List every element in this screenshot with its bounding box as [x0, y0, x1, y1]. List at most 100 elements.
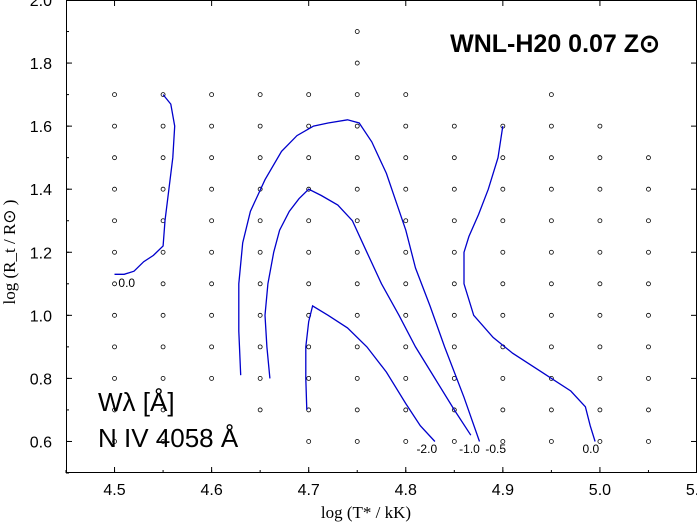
grid-point — [257, 407, 263, 413]
grid-point — [354, 375, 360, 381]
grid-point — [209, 123, 215, 129]
grid-point — [403, 312, 409, 318]
grid-point — [354, 186, 360, 192]
grid-point — [209, 155, 215, 161]
ticks-layer: 4.5 4.6 4.7 4.8 4.9 5.0 5.1 0.6 0.8 1.0 1.2 1.4 1.6 1… — [30, 0, 697, 499]
grid-point — [403, 407, 409, 413]
grid-point — [112, 186, 117, 192]
x-tick-label: 5.1 — [686, 482, 697, 499]
grid-point — [548, 281, 554, 287]
grid-point — [306, 249, 312, 255]
grid-point — [306, 281, 312, 287]
grid-point — [160, 344, 166, 350]
grid-point — [597, 407, 603, 413]
grid-point — [112, 218, 117, 224]
grid-point — [646, 439, 651, 444]
grid-point — [646, 375, 651, 381]
grid-point — [548, 155, 554, 161]
grid-point — [112, 344, 117, 350]
grid-point — [597, 439, 603, 444]
grid-point — [160, 375, 166, 381]
grid-point — [597, 375, 603, 381]
contour-line — [463, 126, 596, 442]
x-tick-label: 4.5 — [103, 482, 125, 499]
grid-point — [209, 92, 215, 97]
grid-point — [451, 312, 457, 318]
grid-point — [403, 92, 409, 97]
grid-point — [597, 123, 603, 129]
grid-point — [306, 92, 312, 97]
grid-point — [548, 407, 554, 413]
grid-point — [112, 312, 117, 318]
grid-point — [354, 155, 360, 161]
grid-point — [160, 92, 166, 97]
grid-point — [257, 218, 263, 224]
grid-point — [500, 249, 506, 255]
grid-points-layer — [112, 29, 651, 444]
grid-point — [354, 123, 360, 129]
grid-point — [112, 92, 117, 97]
grid-point — [451, 249, 457, 255]
grid-point — [597, 281, 603, 287]
y-tick-label: 2.0 — [30, 0, 52, 10]
grid-point — [646, 218, 651, 224]
grid-point — [403, 218, 409, 224]
grid-point — [257, 155, 263, 161]
grid-point — [403, 375, 409, 381]
grid-point — [548, 439, 554, 444]
x-tick-label: 4.8 — [395, 482, 417, 499]
x-tick-label: 4.9 — [492, 482, 514, 499]
grid-point — [306, 439, 312, 444]
y-tick-label: 1.8 — [30, 56, 52, 73]
grid-point — [209, 312, 215, 318]
grid-point — [597, 249, 603, 255]
grid-point — [403, 281, 409, 287]
grid-point — [160, 249, 166, 255]
grid-point — [403, 439, 409, 444]
grid-point — [257, 344, 263, 350]
grid-point — [306, 218, 312, 224]
contour-label: 0.0 — [118, 276, 135, 290]
grid-point — [354, 92, 360, 97]
grid-point — [306, 375, 312, 381]
grid-point — [209, 281, 215, 287]
grid-point — [646, 344, 651, 350]
grid-point — [548, 375, 554, 381]
y-tick-label: 0.8 — [30, 371, 52, 388]
grid-point — [354, 312, 360, 318]
grid-point — [403, 249, 409, 255]
grid-point — [354, 281, 360, 287]
grid-point — [500, 218, 506, 224]
grid-point — [646, 312, 651, 318]
grid-point — [160, 312, 166, 318]
contours-layer — [114, 94, 596, 442]
grid-point — [646, 281, 651, 287]
grid-point — [548, 249, 554, 255]
grid-point — [209, 186, 215, 192]
grid-point — [646, 407, 651, 413]
grid-point — [500, 312, 506, 318]
grid-point — [451, 344, 457, 350]
grid-point — [451, 407, 457, 413]
grid-point — [209, 375, 215, 381]
contour-label: -2.0 — [416, 442, 437, 456]
grid-point — [306, 344, 312, 350]
grid-point — [597, 312, 603, 318]
grid-point — [548, 344, 554, 350]
grid-point — [451, 218, 457, 224]
grid-point — [403, 123, 409, 129]
grid-point — [597, 218, 603, 224]
grid-point — [646, 186, 651, 192]
y-tick-label: 1.2 — [30, 245, 52, 262]
grid-point — [112, 281, 117, 287]
grid-point — [257, 375, 263, 381]
grid-point — [257, 92, 263, 97]
grid-point — [160, 281, 166, 287]
contour-line — [305, 304, 436, 442]
grid-point — [451, 439, 457, 444]
grid-point — [354, 60, 360, 66]
y-tick-label: 1.4 — [30, 182, 52, 199]
grid-point — [403, 155, 409, 161]
grid-point — [597, 344, 603, 350]
